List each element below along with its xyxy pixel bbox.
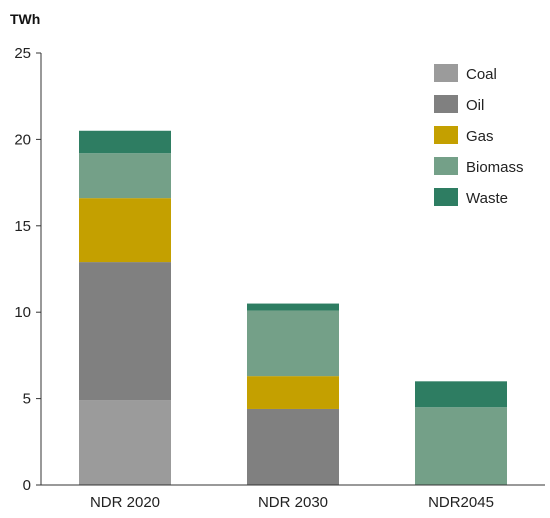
y-tick-label: 0 xyxy=(23,477,31,494)
y-tick-label: 10 xyxy=(14,304,31,321)
bar-segment-waste xyxy=(247,303,339,311)
bar-segment-coal xyxy=(79,400,171,485)
bar-segment-oil xyxy=(247,408,339,485)
x-category-label: NDR 2020 xyxy=(90,494,160,511)
y-axis: 0 5 10 15 20 25 xyxy=(14,45,42,494)
x-category-label: NDR 2030 xyxy=(258,494,328,511)
x-axis: NDR 2020 NDR 2030 NDR2045 xyxy=(41,484,545,511)
legend: Coal Oil Gas Biomass Waste xyxy=(434,64,524,207)
legend-swatch-biomass xyxy=(434,157,458,175)
legend-swatch-oil xyxy=(434,95,458,113)
legend-label-oil: Oil xyxy=(466,97,484,114)
legend-label-biomass: Biomass xyxy=(466,159,524,176)
legend-swatch-waste xyxy=(434,188,458,206)
legend-label-coal: Coal xyxy=(466,66,497,83)
x-category-label: NDR2045 xyxy=(428,494,494,511)
bar-segment-biomass xyxy=(247,310,339,377)
y-tick-label: 20 xyxy=(14,131,31,148)
y-tick-label: 15 xyxy=(14,218,31,235)
legend-label-gas: Gas xyxy=(466,128,494,145)
bar-segment-gas xyxy=(79,198,171,263)
bar-segment-biomass xyxy=(79,153,171,199)
legend-label-waste: Waste xyxy=(466,190,508,207)
y-tick-label: 25 xyxy=(14,45,31,62)
bar-segment-waste xyxy=(415,381,507,408)
legend-swatch-gas xyxy=(434,126,458,144)
y-tick-label: 5 xyxy=(23,391,31,408)
bars xyxy=(79,130,507,485)
bar-segment-waste xyxy=(79,130,171,154)
bar-segment-oil xyxy=(79,262,171,401)
y-unit-label: TWh xyxy=(10,11,40,27)
bar-segment-gas xyxy=(247,376,339,409)
legend-swatch-coal xyxy=(434,64,458,82)
bar-segment-biomass xyxy=(415,407,507,485)
